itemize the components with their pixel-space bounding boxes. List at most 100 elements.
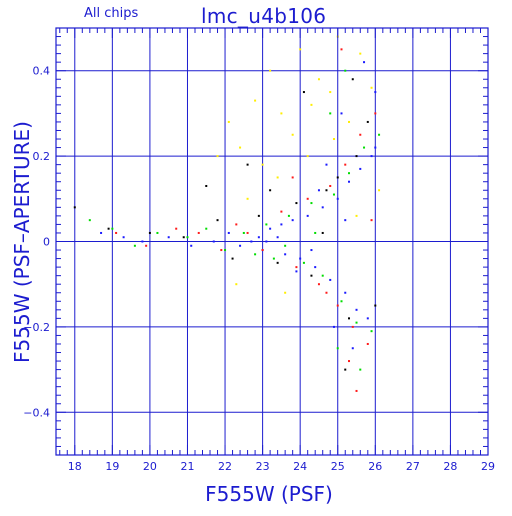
data-point bbox=[366, 317, 369, 320]
data-point bbox=[257, 236, 260, 239]
data-point bbox=[336, 347, 339, 350]
data-point bbox=[310, 202, 313, 205]
data-points bbox=[73, 35, 381, 392]
data-point bbox=[220, 249, 223, 252]
data-point bbox=[359, 368, 362, 371]
tick-marks bbox=[56, 27, 489, 456]
data-point bbox=[216, 219, 219, 222]
data-point bbox=[329, 112, 332, 115]
data-point bbox=[107, 227, 110, 230]
data-point bbox=[348, 317, 351, 320]
y-tick-labels: −0.4 −0.2 0 0.2 0.4 bbox=[23, 65, 50, 420]
data-point bbox=[235, 283, 238, 286]
data-point bbox=[317, 283, 320, 286]
data-point bbox=[355, 308, 358, 311]
data-point bbox=[310, 249, 313, 252]
data-point bbox=[280, 112, 283, 115]
data-point bbox=[88, 219, 91, 222]
x-tick-label: 22 bbox=[218, 460, 232, 473]
data-point bbox=[374, 146, 377, 149]
data-point bbox=[310, 274, 313, 277]
data-point bbox=[205, 227, 208, 230]
data-point bbox=[295, 202, 298, 205]
data-point bbox=[145, 244, 148, 247]
data-point bbox=[370, 219, 373, 222]
data-point bbox=[148, 231, 151, 234]
data-point bbox=[239, 146, 242, 149]
data-point bbox=[344, 219, 347, 222]
data-point bbox=[359, 133, 362, 136]
x-tick-label: 27 bbox=[406, 460, 420, 473]
data-point bbox=[336, 176, 339, 179]
data-point bbox=[115, 231, 118, 234]
data-point bbox=[284, 253, 287, 256]
x-tick-label: 23 bbox=[256, 460, 270, 473]
data-point bbox=[295, 270, 298, 273]
data-point bbox=[246, 231, 249, 234]
data-point bbox=[359, 167, 362, 170]
data-point bbox=[231, 257, 234, 260]
data-point bbox=[355, 389, 358, 392]
data-point bbox=[344, 69, 347, 72]
data-point bbox=[291, 219, 294, 222]
data-point bbox=[340, 112, 343, 115]
data-point bbox=[370, 155, 373, 158]
x-tick-label: 25 bbox=[331, 460, 345, 473]
data-point bbox=[261, 163, 264, 166]
y-tick-label: 0.2 bbox=[33, 150, 51, 163]
data-point bbox=[235, 223, 238, 226]
data-point bbox=[351, 347, 354, 350]
data-point bbox=[344, 291, 347, 294]
data-point bbox=[370, 330, 373, 333]
data-point bbox=[317, 78, 320, 81]
data-point bbox=[291, 133, 294, 136]
data-point bbox=[269, 189, 272, 192]
data-point bbox=[197, 231, 200, 234]
data-point bbox=[100, 231, 103, 234]
data-point bbox=[133, 244, 136, 247]
data-point bbox=[299, 257, 302, 260]
y-tick-label: −0.2 bbox=[23, 321, 50, 334]
data-point bbox=[374, 112, 377, 115]
data-point bbox=[246, 197, 249, 200]
data-point bbox=[366, 120, 369, 123]
data-point bbox=[295, 266, 298, 269]
data-point bbox=[280, 223, 283, 226]
x-axis-label: F555W (PSF) bbox=[205, 482, 333, 506]
y-tick-label: 0 bbox=[43, 236, 50, 249]
data-point bbox=[276, 176, 279, 179]
data-point bbox=[329, 91, 332, 94]
data-point bbox=[306, 197, 309, 200]
data-point bbox=[287, 214, 290, 217]
data-point bbox=[351, 325, 354, 328]
data-point bbox=[314, 231, 317, 234]
data-point bbox=[351, 78, 354, 81]
x-tick-label: 19 bbox=[105, 460, 119, 473]
x-tick-label: 29 bbox=[481, 460, 495, 473]
data-point bbox=[269, 227, 272, 230]
grid-lines bbox=[56, 28, 488, 455]
data-point bbox=[302, 261, 305, 264]
data-point bbox=[306, 155, 309, 158]
data-point bbox=[321, 231, 324, 234]
data-point bbox=[276, 236, 279, 239]
chart-subtitle: All chips bbox=[84, 6, 139, 21]
data-point bbox=[186, 236, 189, 239]
x-tick-labels: 18 19 20 21 22 23 24 25 26 27 28 29 bbox=[68, 460, 495, 473]
data-point bbox=[359, 52, 362, 55]
x-tick-label: 21 bbox=[180, 460, 194, 473]
data-point bbox=[111, 227, 114, 230]
data-point bbox=[348, 172, 351, 175]
data-point bbox=[325, 189, 328, 192]
data-point bbox=[355, 321, 358, 324]
data-point bbox=[280, 210, 283, 213]
data-point bbox=[167, 236, 170, 239]
data-point bbox=[310, 103, 313, 106]
data-point bbox=[332, 138, 335, 141]
data-point bbox=[329, 184, 332, 187]
data-point bbox=[299, 48, 302, 51]
data-point bbox=[227, 120, 230, 123]
y-axis-label: F555W (PSF–APERTURE) bbox=[10, 121, 34, 363]
data-point bbox=[306, 214, 309, 217]
